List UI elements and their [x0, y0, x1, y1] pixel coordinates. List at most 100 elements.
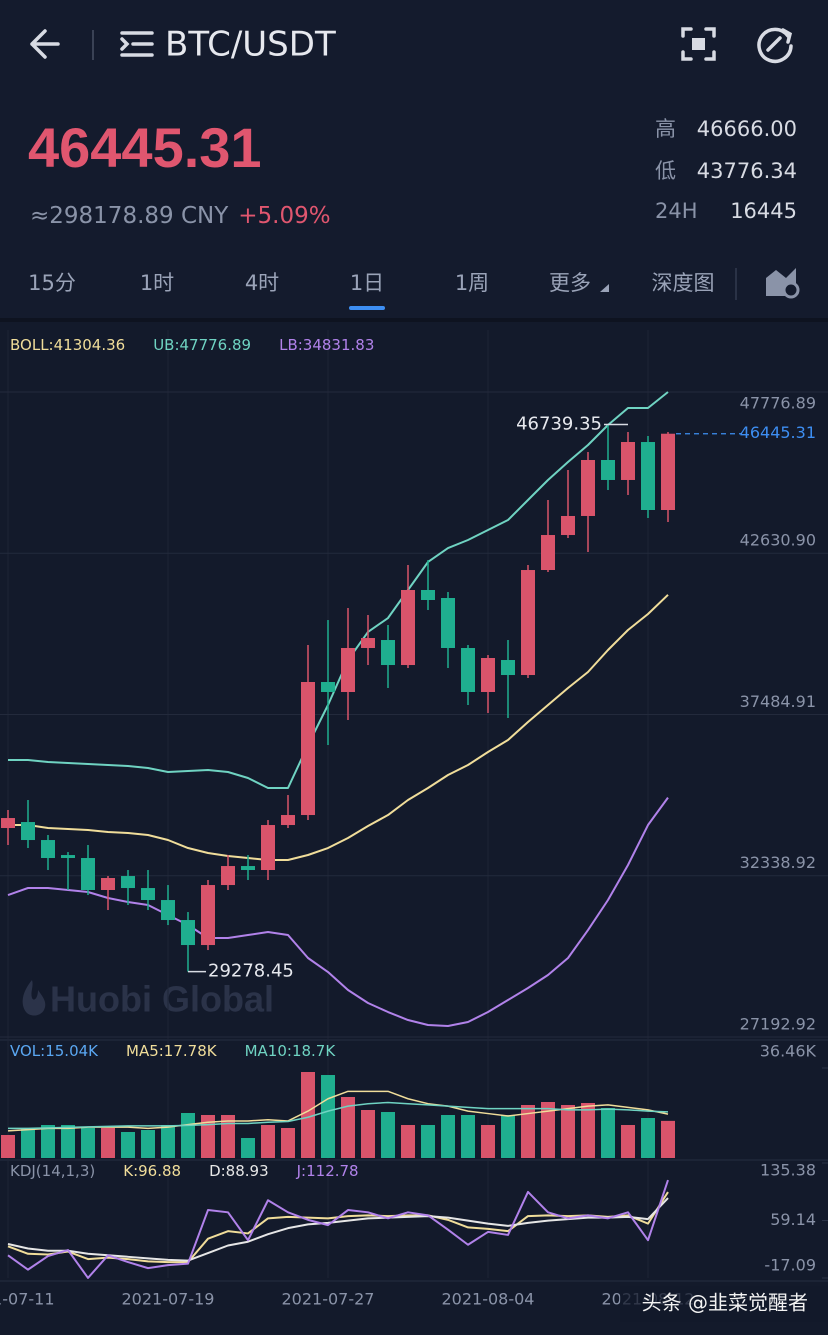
candle-body [321, 682, 335, 692]
volume-bar [501, 1115, 515, 1158]
interval-tab[interactable]: 4时 [245, 271, 279, 295]
x-tick-label: 2021-07-11 [0, 1290, 54, 1309]
volume-bar [141, 1130, 155, 1158]
legend-entry: LB:34831.83 [279, 336, 374, 354]
volume-bar [361, 1110, 375, 1158]
volume-bar [381, 1112, 395, 1158]
candle-body [461, 648, 475, 692]
legend: KDJ(14,1,3) K:96.88 D:88.93 J:112.78 [10, 1162, 359, 1180]
legend-entry: BOLL:41304.36 [10, 336, 125, 354]
more-tab[interactable]: 更多 [549, 271, 591, 295]
volume-bar [341, 1097, 355, 1158]
volume-bar [461, 1115, 475, 1158]
volume-bar [281, 1128, 295, 1158]
candle-body [221, 866, 235, 886]
volume-bar [121, 1131, 135, 1158]
scan-icon-center [692, 38, 705, 50]
refresh-icon [757, 27, 793, 64]
back-button[interactable] [30, 29, 60, 59]
legend-entry: D:88.93 [209, 1162, 269, 1180]
candle-body [101, 878, 115, 891]
volume-bar [521, 1105, 535, 1158]
candle-body [1, 818, 15, 829]
candle-body [601, 459, 615, 480]
interval-tab[interactable]: 1周 [455, 271, 489, 295]
volume-bar [441, 1115, 455, 1158]
stat-label: 24H [655, 199, 698, 223]
interval-tab[interactable]: 1时 [140, 271, 174, 295]
legend: VOL:15.04K MA5:17.78K MA10:18.7K [10, 1042, 336, 1060]
indicator-line [7, 797, 669, 1027]
legend-entry: MA10:18.7K [245, 1042, 337, 1060]
refresh-button[interactable] [757, 27, 793, 64]
candle-body [581, 459, 595, 516]
scan-button[interactable] [681, 27, 716, 61]
x-tick-label: 2021-07-27 [282, 1290, 375, 1309]
y-tick-label: 42630.90 [740, 531, 816, 550]
candle-body [161, 900, 175, 921]
y-tick-label: 47776.89 [740, 394, 816, 413]
candle-body [401, 590, 415, 666]
volume-bar [241, 1138, 255, 1158]
volume-bar [581, 1103, 595, 1158]
candle-body [341, 648, 355, 692]
volume-bar [421, 1125, 435, 1158]
cny-price: ≈298178.89 CNY [30, 203, 229, 229]
candle-body [121, 876, 135, 889]
candle-body [541, 535, 555, 571]
stat-label: 低 [655, 159, 676, 183]
depth-tab[interactable]: 深度图 [652, 271, 715, 295]
legend-entry: K:96.88 [123, 1162, 181, 1180]
volume-bar [481, 1125, 495, 1158]
y-tick-label: 27192.92 [740, 1015, 816, 1034]
indicator-line [8, 1101, 669, 1130]
price-change: +5.09% [238, 203, 330, 229]
candle-body [621, 442, 635, 480]
volume-bar [621, 1125, 635, 1158]
candle-body [481, 657, 495, 692]
candle-body [521, 570, 535, 676]
candle-body [501, 660, 515, 676]
price-sub: ≈298178.89 CNY +5.09% [30, 203, 331, 229]
candle-body [81, 858, 95, 891]
volume-bar [101, 1128, 115, 1158]
candle-body [21, 822, 35, 841]
y-tick-label: 37484.91 [740, 692, 816, 711]
settings-gear-icon [782, 281, 800, 299]
active-tab-indicator [349, 306, 385, 310]
candle-body [261, 825, 275, 871]
refresh-needle [766, 36, 782, 52]
volume-bar [21, 1128, 35, 1158]
candle-body [201, 885, 215, 946]
interval-tab[interactable]: 15分 [28, 271, 76, 295]
volume-bar [641, 1118, 655, 1158]
y-tick-label: -17.09 [764, 1256, 816, 1275]
y-tick-label: 32338.92 [740, 853, 816, 872]
interval-tab[interactable]: 1日 [350, 271, 384, 295]
stat-value: 43776.34 [697, 159, 797, 183]
volume-bar [41, 1125, 55, 1158]
candle-body [141, 888, 155, 901]
candle-body [441, 597, 455, 649]
menu-button[interactable] [120, 31, 154, 57]
high-label: 46739.35 [516, 414, 602, 435]
x-tick-label: 2021-08-04 [442, 1290, 535, 1309]
stat-value: 46666.00 [697, 117, 797, 141]
legend-entry: J:112.78 [296, 1162, 359, 1180]
chart-settings-button[interactable] [766, 268, 800, 299]
candle-body [641, 442, 655, 511]
candle-body [561, 515, 575, 536]
scan-icon [681, 27, 716, 61]
volume-bar [1, 1135, 15, 1158]
chart-watermark: Huobi Global [50, 979, 274, 1020]
candle-body [381, 640, 395, 666]
stat-label: 高 [655, 117, 676, 141]
candle-body [41, 840, 55, 859]
candle-body [661, 433, 675, 511]
candle-body [421, 590, 435, 600]
stat-value: 16445 [730, 199, 797, 223]
last-price: 46445.31 [28, 116, 262, 179]
candle-body [61, 855, 75, 859]
